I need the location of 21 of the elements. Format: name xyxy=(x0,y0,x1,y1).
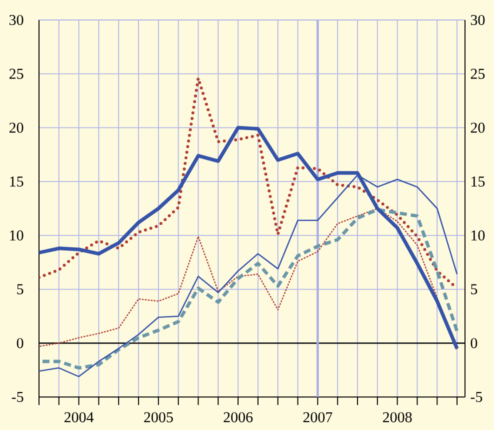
x-tick-label: 2007 xyxy=(303,412,332,422)
y-tick-label: -5 xyxy=(12,392,24,402)
y-tick-label: 30 xyxy=(10,14,24,26)
y-tick-label: 0 xyxy=(16,338,24,348)
x-tick-label: 2008 xyxy=(382,412,412,422)
y-tick-label: 15 xyxy=(10,176,24,187)
y-tick-label: 10 xyxy=(10,230,24,240)
y2-tick-label: 30 xyxy=(470,14,485,26)
y2-tick-label: 25 xyxy=(470,68,485,79)
y-tick-label: 5 xyxy=(17,284,24,294)
x-tick-label: 2004 xyxy=(64,412,94,422)
x-tick-label: 2006 xyxy=(224,412,253,422)
y2-tick-label: 5 xyxy=(471,284,478,294)
y2-tick-label: -5 xyxy=(470,392,482,402)
y2-tick-label: 10 xyxy=(472,230,485,240)
y2-tick-label: 0 xyxy=(470,338,478,348)
x-tick-label: 2005 xyxy=(144,412,173,422)
y2-tick-label: 15 xyxy=(472,176,485,187)
y2-tick-label: 20 xyxy=(470,122,485,133)
y-tick-label: 25 xyxy=(9,68,24,79)
y-tick-label: 20 xyxy=(9,122,24,133)
